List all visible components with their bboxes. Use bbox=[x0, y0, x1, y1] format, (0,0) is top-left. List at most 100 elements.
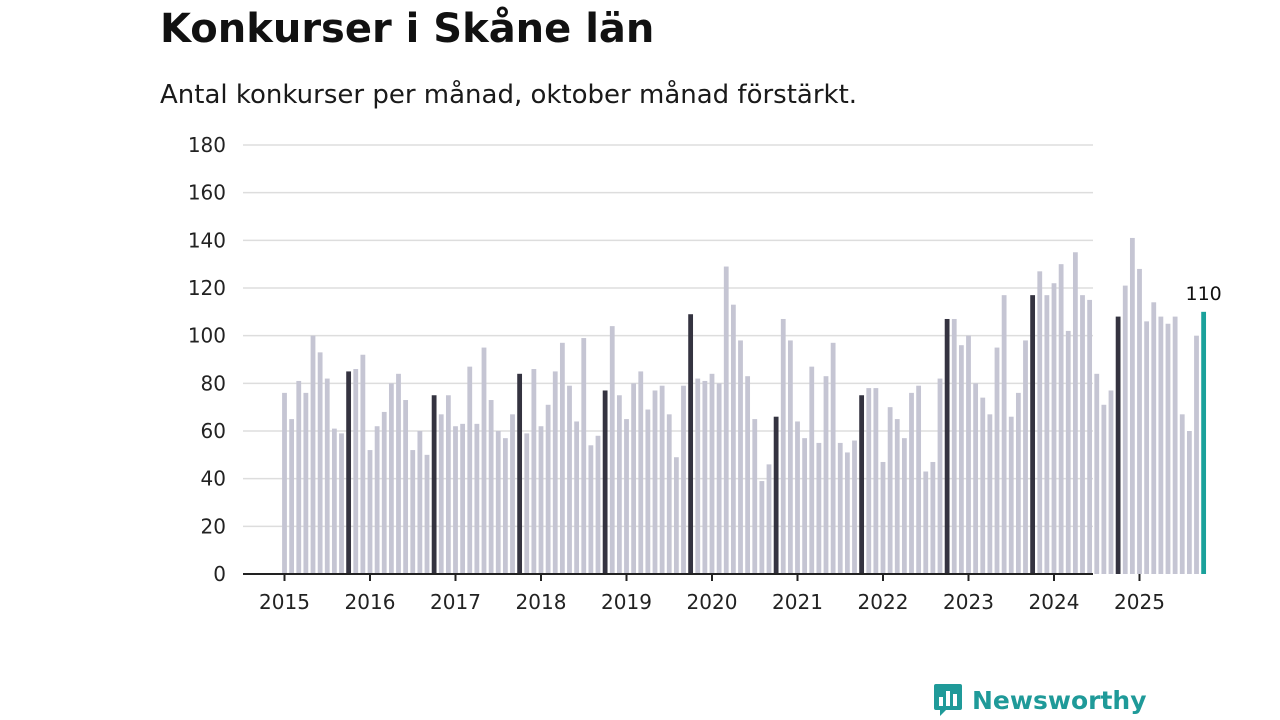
newsworthy-logo: Newsworthy bbox=[932, 682, 1147, 718]
bar bbox=[702, 380, 708, 574]
bar-october bbox=[688, 314, 694, 574]
bar bbox=[388, 383, 394, 574]
axes bbox=[243, 573, 1141, 581]
bar bbox=[567, 385, 572, 574]
x-tick-label: 2021 bbox=[772, 590, 823, 614]
bar bbox=[310, 335, 316, 574]
bar bbox=[445, 395, 451, 574]
bar bbox=[624, 419, 629, 574]
bar bbox=[709, 373, 715, 574]
x-tick-label: 2020 bbox=[687, 590, 738, 614]
bar bbox=[317, 352, 323, 574]
bar bbox=[930, 461, 936, 574]
bar bbox=[538, 426, 544, 574]
x-tick-label: 2024 bbox=[1029, 590, 1080, 614]
bar bbox=[453, 426, 458, 574]
bar bbox=[510, 414, 515, 574]
bar bbox=[574, 421, 580, 574]
y-tick-label: 100 bbox=[188, 324, 226, 348]
bar bbox=[467, 366, 473, 574]
bar bbox=[360, 354, 366, 574]
bar bbox=[296, 380, 302, 574]
bar bbox=[966, 335, 971, 574]
x-tick-label: 2015 bbox=[259, 590, 310, 614]
bar-october bbox=[431, 395, 437, 574]
bar bbox=[588, 445, 594, 574]
bar bbox=[738, 340, 743, 574]
chart-subtitle: Antal konkurser per månad, oktober månad… bbox=[160, 80, 858, 110]
bar bbox=[524, 433, 530, 574]
brand-name: Newsworthy bbox=[972, 685, 1147, 715]
bar bbox=[1108, 390, 1114, 574]
y-tick-label: 40 bbox=[201, 467, 226, 491]
chart-title: Konkurser i Skåne län bbox=[160, 6, 655, 52]
bar bbox=[816, 442, 822, 574]
y-tick-label: 20 bbox=[201, 514, 226, 538]
bar bbox=[716, 383, 722, 574]
bar bbox=[766, 464, 772, 574]
bar bbox=[1065, 330, 1071, 574]
bar bbox=[958, 345, 964, 574]
bar bbox=[873, 388, 879, 574]
x-tick-label: 2016 bbox=[345, 590, 396, 614]
y-tick-label: 180 bbox=[188, 133, 226, 157]
bar bbox=[616, 395, 622, 574]
y-tick-label: 160 bbox=[188, 181, 226, 205]
bar bbox=[282, 392, 287, 574]
bar bbox=[367, 450, 373, 574]
y-tick-label: 80 bbox=[201, 371, 226, 395]
bar bbox=[417, 431, 423, 574]
bar bbox=[994, 347, 1000, 574]
x-tick-label: 2017 bbox=[430, 590, 481, 614]
bar bbox=[894, 419, 900, 574]
bar bbox=[1044, 295, 1050, 574]
bar-october bbox=[944, 318, 950, 574]
bar bbox=[1058, 264, 1064, 574]
bar bbox=[474, 423, 480, 574]
bar bbox=[403, 400, 409, 574]
bar bbox=[1158, 316, 1164, 574]
bar bbox=[823, 376, 829, 574]
bar bbox=[809, 366, 815, 574]
bar bbox=[937, 378, 943, 574]
bar bbox=[730, 304, 736, 574]
bar bbox=[339, 433, 344, 574]
y-tick-label: 140 bbox=[188, 228, 226, 252]
bar bbox=[331, 428, 337, 574]
bar bbox=[745, 376, 751, 574]
bar bbox=[502, 438, 508, 574]
bar bbox=[1151, 302, 1157, 574]
bar bbox=[1186, 431, 1192, 574]
x-tick-label: 2025 bbox=[1114, 590, 1165, 614]
bar bbox=[1087, 299, 1093, 574]
bar bbox=[324, 378, 330, 574]
bar bbox=[759, 481, 765, 574]
bar bbox=[1165, 323, 1171, 574]
x-tick-label: 2019 bbox=[601, 590, 652, 614]
bar bbox=[844, 452, 850, 574]
bar bbox=[1072, 252, 1078, 574]
bar bbox=[681, 385, 686, 574]
bar bbox=[381, 411, 387, 574]
bar bbox=[1172, 316, 1178, 574]
bar bbox=[673, 457, 679, 574]
bar bbox=[1080, 295, 1085, 574]
bar bbox=[830, 342, 836, 574]
bar bbox=[987, 414, 993, 574]
x-tick-label: 2022 bbox=[858, 590, 909, 614]
bar bbox=[374, 426, 380, 574]
bar bbox=[1179, 414, 1185, 574]
bar bbox=[752, 419, 758, 574]
y-tick-label: 0 bbox=[213, 562, 226, 586]
bar bbox=[923, 471, 929, 574]
bar bbox=[780, 318, 786, 574]
bar bbox=[852, 440, 857, 574]
bar bbox=[289, 419, 295, 574]
bar bbox=[303, 392, 309, 574]
bar bbox=[638, 371, 644, 574]
bar-october bbox=[602, 390, 608, 574]
bar bbox=[866, 388, 872, 574]
bar-october bbox=[517, 373, 523, 574]
bar bbox=[552, 371, 558, 574]
